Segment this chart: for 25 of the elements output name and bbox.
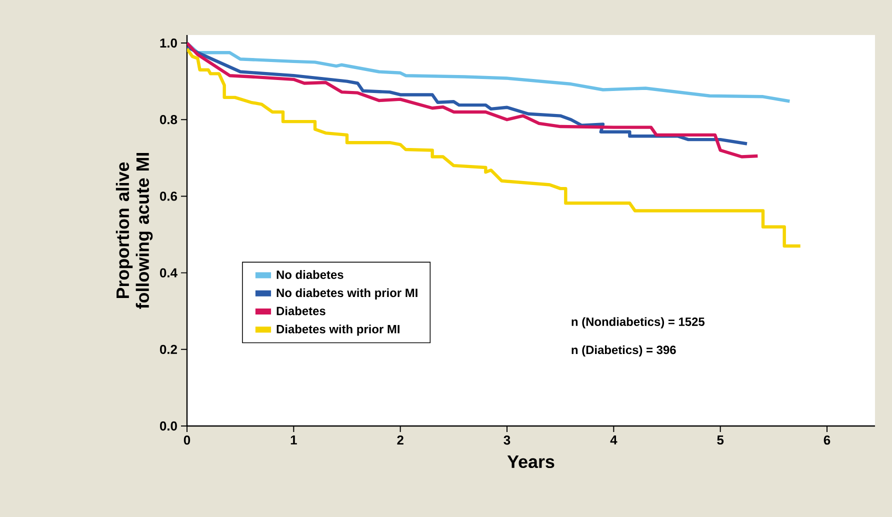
y-axis-title: Proportion alive following acute MI [116,152,153,309]
legend-label: Diabetes [276,306,326,316]
y-tick-label: 0.0 [160,421,177,431]
line-series [187,41,792,103]
line-series [187,41,760,158]
x-tick-label: 5 [717,436,724,445]
line-series [187,47,802,248]
y-tick-label: 0.4 [160,268,178,278]
x-tick-label: 2 [397,436,404,445]
annotation: n (Diabetics) = 396 [572,345,676,356]
legend-label: No diabetes [276,270,344,279]
x-tick-label: 4 [610,436,618,444]
y-tick-label: 0.2 [160,344,177,354]
y-tick-label: 0.6 [160,192,178,201]
y-tick-label: 0.8 [160,115,178,124]
legend-label: Diabetes with prior MI [276,324,400,336]
legend-label: No diabetes with prior MI [276,288,418,300]
y-tick-label: 1.0 [160,38,177,48]
x-tick-label: 6 [824,436,830,445]
annotation: n (Nondiabetics) = 1525 [572,317,705,328]
x-tick-label: 1 [290,436,297,444]
x-tick-label: 3 [504,436,510,445]
x-axis-title: Years [507,456,554,468]
x-tick-label: 0 [184,436,190,445]
line-series [187,45,749,146]
